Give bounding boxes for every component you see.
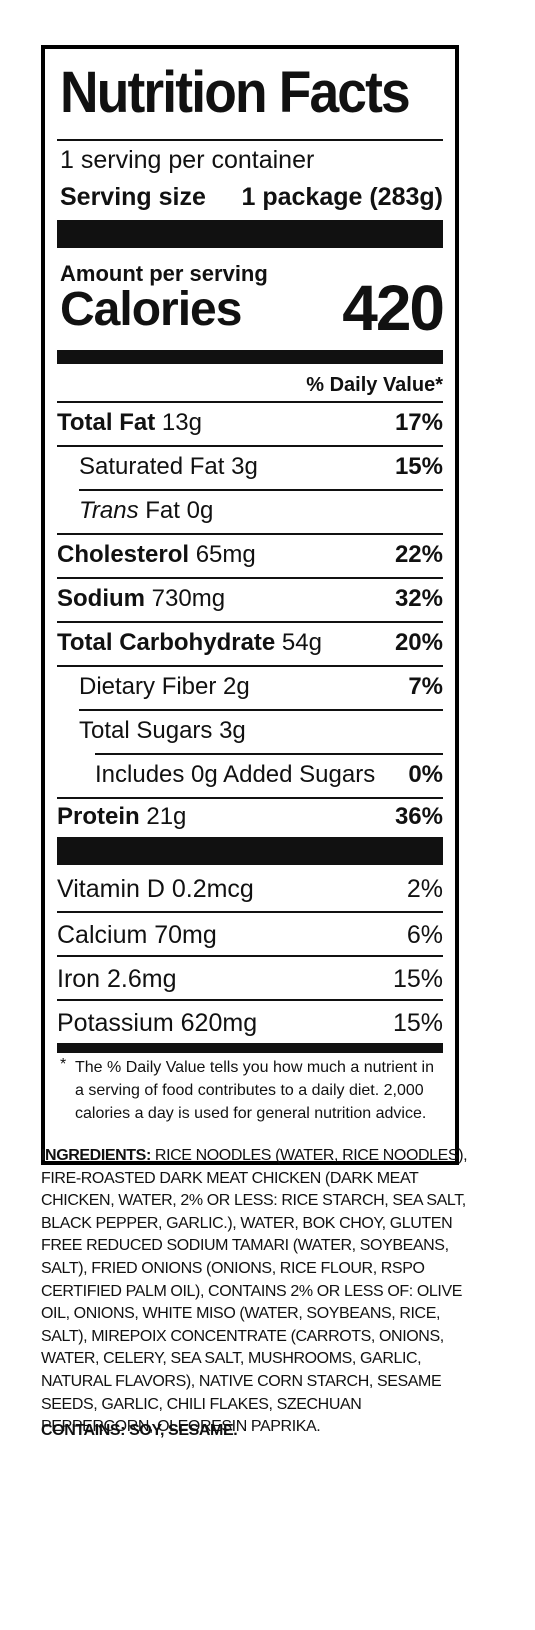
vitamin-dv: 15%	[392, 965, 443, 993]
nutrient-dv: 17%	[394, 409, 443, 436]
divider	[79, 489, 443, 491]
calories-value: 420	[342, 272, 445, 344]
divider	[95, 753, 443, 755]
divider	[79, 709, 443, 711]
nutrient-row-protein: Protein 21g 36%	[57, 797, 443, 837]
nutrient-name: Saturated Fat	[79, 453, 225, 480]
nutrient-amount: 730mg	[151, 585, 226, 612]
divider	[57, 401, 443, 403]
vitamin-dv: 2%	[406, 875, 443, 903]
footnote-star: *	[60, 1056, 67, 1073]
nutrient-row-saturated-fat: Saturated Fat 3g 15%	[57, 447, 443, 487]
divider	[57, 797, 443, 799]
vitamin-dv: 15%	[392, 1009, 443, 1037]
nutrient-row-total-fat: Total Fat 13g 17%	[57, 403, 443, 443]
nutrient-amount: 65mg	[195, 541, 256, 568]
nutrient-name: Total Carbohydrate	[57, 629, 276, 656]
thick-divider	[57, 220, 443, 248]
vitamin-name: Vitamin D 0.2mcg	[57, 875, 254, 903]
serving-size-value: 1 package (283g)	[241, 183, 444, 211]
thick-divider	[57, 837, 443, 865]
servings-per-container: 1 serving per container	[60, 146, 315, 174]
divider	[57, 911, 443, 913]
divider	[57, 955, 443, 957]
nutrient-row-added-sugars: Includes 0g Added Sugars 0%	[57, 755, 443, 795]
ingredients-block: INGREDIENTS: RICE NOODLES (WATER, RICE N…	[41, 1145, 471, 1439]
divider	[57, 139, 443, 141]
nutrient-row-sodium: Sodium 730mg 32%	[57, 579, 443, 619]
nutrition-facts-panel: Nutrition Facts 1 serving per container …	[41, 45, 459, 1165]
nutrient-name: Cholesterol	[57, 541, 190, 568]
vitamin-row: Iron 2.6mg 15%	[57, 957, 443, 1001]
vitamin-row: Potassium 620mg 15%	[57, 1001, 443, 1045]
nutrient-dv: 22%	[394, 541, 443, 568]
ingredients-label: INGREDIENTS:	[41, 1147, 151, 1164]
nutrient-dv: 0%	[408, 761, 443, 788]
divider	[57, 999, 443, 1001]
nutrient-amount: 13g	[161, 409, 202, 436]
panel-title: Nutrition Facts	[60, 60, 411, 125]
divider	[57, 445, 443, 447]
amount-per-serving: Amount per serving	[60, 261, 268, 286]
nutrient-suffix: Fat	[145, 497, 180, 524]
ingredients-text: RICE NOODLES (WATER, RICE NOODLES), FIRE…	[41, 1147, 468, 1436]
medium-divider	[57, 350, 443, 364]
nutrient-row-total-sugars: Total Sugars 3g	[57, 711, 443, 751]
vitamin-name: Iron 2.6mg	[57, 965, 177, 993]
vitamin-name: Calcium 70mg	[57, 921, 217, 949]
nutrient-name: Trans	[79, 497, 139, 524]
footnote-text: The % Daily Value tells you how much a n…	[75, 1059, 434, 1122]
nutrient-row-total-carbohydrate: Total Carbohydrate 54g 20%	[57, 623, 443, 663]
nutrient-amount: 21g	[146, 803, 187, 830]
vitamin-name: Potassium 620mg	[57, 1009, 258, 1037]
vitamin-row: Vitamin D 0.2mcg 2%	[57, 867, 443, 911]
nutrient-dv: 32%	[394, 585, 443, 612]
allergen-statement: CONTAINS: SOY, SESAME.	[41, 1422, 238, 1439]
nutrient-dv: 20%	[394, 629, 443, 656]
vitamin-dv: 6%	[406, 921, 443, 949]
nutrient-dv: 7%	[408, 673, 443, 700]
nutrient-name: Dietary Fiber	[79, 673, 217, 700]
nutrient-row-cholesterol: Cholesterol 65mg 22%	[57, 535, 443, 575]
nutrient-name: Protein	[57, 803, 140, 830]
nutrient-amount: 54g	[281, 629, 322, 656]
divider	[57, 621, 443, 623]
nutrient-dv: 36%	[394, 803, 443, 830]
nutrient-amount: 2g	[223, 673, 250, 700]
nutrient-name: Total Fat	[57, 409, 156, 436]
nutrient-dv: 15%	[394, 453, 443, 480]
divider	[57, 533, 443, 535]
nutrient-amount: 0g	[186, 497, 214, 524]
nutrient-name: Includes 0g Added Sugars	[95, 761, 376, 788]
nutrient-row-trans-fat: Trans Fat 0g	[57, 491, 443, 531]
nutrient-name: Sodium	[57, 585, 145, 612]
vitamin-row: Calcium 70mg 6%	[57, 913, 443, 957]
serving-size-label: Serving size	[60, 183, 206, 211]
nutrient-amount: 3g	[231, 453, 258, 480]
divider	[57, 577, 443, 579]
nutrient-amount: 3g	[219, 717, 246, 744]
nutrient-row-dietary-fiber: Dietary Fiber 2g 7%	[57, 667, 443, 707]
nutrient-name: Total Sugars	[79, 717, 213, 744]
calories-label: Calories	[60, 283, 242, 336]
divider	[57, 665, 443, 667]
daily-value-header: % Daily Value*	[306, 374, 443, 396]
medium-divider	[57, 1043, 443, 1053]
